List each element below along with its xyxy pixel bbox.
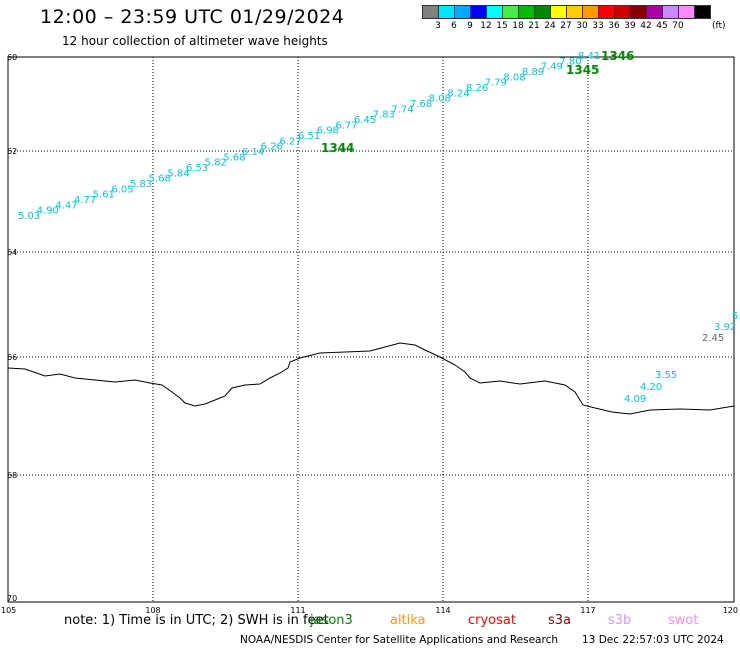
wave-height-value: 7.49 bbox=[541, 62, 563, 73]
legend-label: 39 bbox=[624, 21, 636, 31]
color-legend-unit: (ft) bbox=[712, 21, 726, 31]
wave-height-value: 6.14 bbox=[242, 147, 264, 158]
footer-note: note: 1) Time is in UTC; 2) SWH is in fe… bbox=[64, 613, 329, 628]
latitude-label: 66 bbox=[7, 353, 17, 362]
wave-height-value: 8.08 bbox=[429, 94, 451, 105]
legend-label: 33 bbox=[592, 21, 604, 31]
wave-height-value: 4.90 bbox=[37, 206, 59, 217]
wave-height-value: 7.74 bbox=[391, 104, 413, 115]
legend-swatch bbox=[694, 5, 711, 19]
longitude-label: 105 bbox=[1, 606, 16, 615]
wave-height-value: 6.45 bbox=[354, 115, 376, 126]
legend-label: 15 bbox=[496, 21, 508, 31]
satellite-legend-item: swot bbox=[668, 613, 699, 628]
wave-height-value: 5.68 bbox=[223, 152, 245, 163]
wave-height-value: 5.61 bbox=[93, 190, 115, 201]
wave-height-value: 5.68 bbox=[149, 174, 171, 185]
legend-label: 12 bbox=[480, 21, 492, 31]
altimeter-track-right: 5.3.922.45 bbox=[702, 311, 740, 344]
map-subtitle: 12 hour collection of altimeter wave hei… bbox=[62, 34, 328, 48]
legend-label: 18 bbox=[512, 21, 524, 31]
longitude-label: 111 bbox=[290, 606, 305, 615]
legend-label: 30 bbox=[576, 21, 588, 31]
legend-label: 42 bbox=[640, 21, 652, 31]
wave-height-value: 8.41 bbox=[578, 51, 600, 62]
wave-height-value: 4.09 bbox=[624, 394, 646, 405]
wave-height-value: 6.53 bbox=[186, 163, 208, 174]
wave-height-value: 4.47 bbox=[55, 200, 77, 211]
satellite-legend-item: s3b bbox=[608, 613, 632, 628]
wave-height-value: 6.98 bbox=[317, 126, 339, 137]
latitude-label: 70 bbox=[7, 594, 17, 603]
pass-number-label: 1344 bbox=[321, 141, 354, 155]
legend-label: 24 bbox=[544, 21, 556, 31]
latitude-label: 64 bbox=[7, 248, 17, 257]
wave-height-value: 5.03 bbox=[18, 211, 40, 222]
legend-label: 27 bbox=[560, 21, 572, 31]
wave-height-value: 6.26 bbox=[261, 142, 283, 153]
latitude-label: 60 bbox=[7, 53, 17, 62]
wave-height-value: 8.89 bbox=[522, 67, 544, 78]
altimeter-track-1344: 5.034.904.474.775.616.055.835.685.846.53… bbox=[18, 51, 600, 222]
longitude-label: 120 bbox=[723, 606, 738, 615]
footer-credit: NOAA/NESDIS Center for Satellite Applica… bbox=[240, 634, 558, 646]
wave-height-value: 5. bbox=[732, 311, 740, 322]
satellite-legend-item: jason3 bbox=[310, 613, 353, 628]
legend-label: 6 bbox=[451, 21, 457, 31]
wave-height-value: 4.20 bbox=[640, 382, 662, 393]
wave-height-value: 3.55 bbox=[655, 370, 677, 381]
pass-number-label: 1346 bbox=[601, 49, 634, 63]
wave-height-value: 6.27 bbox=[279, 136, 301, 147]
legend-label: 36 bbox=[608, 21, 620, 31]
map-grid bbox=[8, 57, 734, 602]
longitude-label: 117 bbox=[580, 606, 595, 615]
wave-height-value: 5.84 bbox=[167, 168, 189, 179]
satellite-legend-item: cryosat bbox=[468, 613, 516, 628]
wave-height-value: 6.05 bbox=[111, 184, 133, 195]
color-legend bbox=[422, 5, 711, 19]
wave-height-value: 5.83 bbox=[130, 179, 152, 190]
wave-height-value: 7.83 bbox=[373, 110, 395, 121]
legend-label: 45 bbox=[656, 21, 668, 31]
altimeter-track-south: 3.554.204.09 bbox=[624, 370, 677, 405]
wave-height-value: 7.79 bbox=[485, 78, 507, 89]
satellite-legend-item: s3a bbox=[548, 613, 572, 628]
footer-timestamp: 13 Dec 22:57:03 UTC 2024 bbox=[582, 634, 724, 646]
latitude-label: 68 bbox=[7, 471, 17, 480]
wave-height-value: 8.24 bbox=[447, 88, 469, 99]
longitude-label: 114 bbox=[435, 606, 450, 615]
legend-label: 70 bbox=[672, 21, 684, 31]
longitude-label: 108 bbox=[145, 606, 160, 615]
latitude-labels: 60 62 64 66 68 70 bbox=[7, 53, 17, 603]
map-frame bbox=[7, 56, 735, 603]
wave-height-value: 7.68 bbox=[410, 99, 432, 110]
wave-height-value: 6.51 bbox=[298, 131, 320, 142]
wave-height-value: 5.82 bbox=[205, 158, 227, 169]
map-title: 12:00 – 23:59 UTC 01/29/2024 bbox=[40, 6, 345, 28]
wave-height-value: 6.77 bbox=[335, 120, 357, 131]
wave-height-value: 8.08 bbox=[503, 72, 525, 83]
pass-number-label: 1345 bbox=[566, 63, 599, 77]
coastline bbox=[7, 342, 735, 415]
latitude-label: 62 bbox=[7, 147, 17, 156]
legend-label: 3 bbox=[435, 21, 441, 31]
wave-height-value: 4.77 bbox=[74, 195, 96, 206]
legend-label: 21 bbox=[528, 21, 540, 31]
satellite-legend-item: altika bbox=[390, 613, 426, 628]
legend-label: 9 bbox=[467, 21, 473, 31]
color-legend-labels: 3 6 9 12 15 18 21 24 27 30 33 36 39 42 45 70 bbox=[422, 21, 686, 31]
wave-height-value-gray: 2.45 bbox=[702, 333, 724, 344]
wave-height-value: 7.80 bbox=[559, 56, 581, 67]
longitude-labels: 105 108 111 114 117 120 bbox=[1, 606, 738, 615]
wave-height-value: 3.92 bbox=[714, 322, 736, 333]
wave-height-value: 8.26 bbox=[466, 83, 488, 94]
